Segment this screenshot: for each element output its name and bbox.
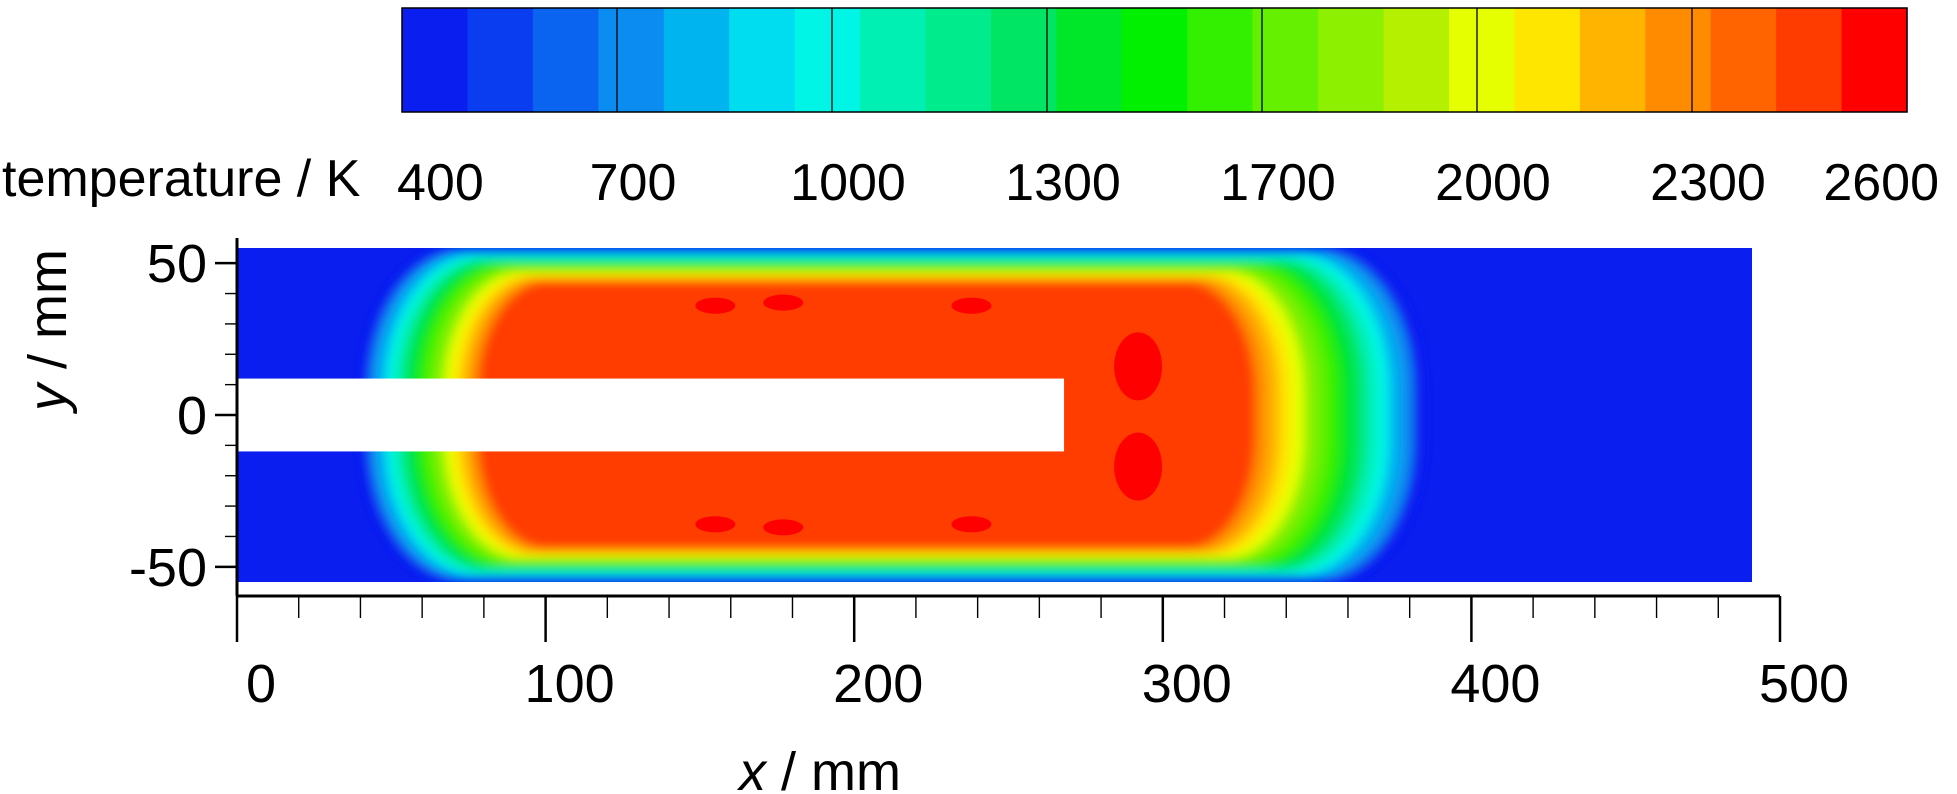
colorbar-swatch xyxy=(1645,8,1712,112)
temperature-field xyxy=(237,248,1752,582)
y-axis-label-var: y xyxy=(18,381,78,415)
x-tick-label: 200 xyxy=(833,654,923,714)
hot-spot xyxy=(951,297,992,314)
y-tick-label: -50 xyxy=(129,538,207,598)
colorbar-title: temperature / K xyxy=(2,150,361,208)
x-tick-label: 100 xyxy=(525,654,615,714)
colorbar-swatch xyxy=(794,8,861,112)
colorbar-tick-label: 2000 xyxy=(1435,154,1551,212)
colorbar-swatch xyxy=(1383,8,1450,112)
colorbar-swatch xyxy=(1252,8,1319,112)
axes: 500-50 0 100 200 300 400 500 xyxy=(129,234,1849,714)
colorbar-swatch xyxy=(1448,8,1515,112)
colorbar-tick-label: 2600 xyxy=(1823,154,1939,212)
y-axis-ticks: 50 0 -50 xyxy=(129,234,237,598)
colorbar-swatch xyxy=(990,8,1057,112)
hot-spot xyxy=(951,516,992,533)
colorbar-swatch xyxy=(1710,8,1777,112)
x-tick-label: 400 xyxy=(1450,654,1540,714)
colorbar-swatch xyxy=(663,8,730,112)
y-axis-label-unit: / mm xyxy=(18,249,78,384)
colorbar-swatch xyxy=(729,8,796,112)
hot-spot xyxy=(695,516,736,533)
inlet-jet xyxy=(237,378,1065,452)
hot-spot xyxy=(763,294,804,311)
x-axis-label-var: x xyxy=(736,742,768,794)
colorbar-swatch xyxy=(925,8,992,112)
colorbar-tick-label: 1700 xyxy=(1220,154,1336,212)
hot-spot xyxy=(763,519,804,536)
colorbar-swatch xyxy=(1514,8,1581,112)
y-axis-label: y / mm xyxy=(18,249,78,415)
colorbar-tick-labels: 400 700 1000 1300 1700 2000 2300 2600 xyxy=(397,154,1939,212)
colorbar-tick-label: 400 xyxy=(397,154,484,212)
x-axis-ticks: 0 100 200 300 400 500 xyxy=(235,596,1849,714)
colorbar-swatch xyxy=(402,8,469,112)
colorbar-tick-label: 700 xyxy=(590,154,677,212)
x-axis-label-unit: / mm xyxy=(766,742,901,794)
hot-spots xyxy=(695,294,1163,536)
colorbar-swatch xyxy=(1318,8,1385,112)
colorbar-swatch xyxy=(467,8,534,112)
colorbar-swatch xyxy=(1579,8,1646,112)
colorbar-tick-label: 1300 xyxy=(1005,154,1121,212)
colorbar-tick-label: 1000 xyxy=(790,154,906,212)
colorbar-swatch xyxy=(532,8,599,112)
x-tick-label: 300 xyxy=(1142,654,1232,714)
colorbar-swatch xyxy=(1056,8,1123,112)
colorbar-swatch xyxy=(1841,8,1908,112)
colorbar-swatches xyxy=(402,8,1908,112)
colorbar-swatch xyxy=(598,8,665,112)
colorbar-swatch xyxy=(1187,8,1254,112)
y-tick-label: 0 xyxy=(177,386,207,446)
colorbar-swatch xyxy=(1121,8,1188,112)
x-tick-label: 500 xyxy=(1759,654,1849,714)
hot-spot xyxy=(695,297,736,314)
x-tick-label: 0 xyxy=(246,654,276,714)
colorbar-frame xyxy=(401,7,1908,113)
colorbar-swatch xyxy=(1776,8,1843,112)
x-axis-label: x / mm xyxy=(736,742,901,794)
colorbar-tick-label: 2300 xyxy=(1650,154,1766,212)
hot-spot xyxy=(1114,432,1163,501)
y-tick-label: 50 xyxy=(147,234,207,294)
colorbar-dividers xyxy=(616,8,1693,112)
colorbar: temperature / K 400 700 1000 1300 1700 2000 23… xyxy=(2,7,1939,212)
hot-spot xyxy=(1114,332,1163,401)
colorbar-swatch xyxy=(860,8,927,112)
